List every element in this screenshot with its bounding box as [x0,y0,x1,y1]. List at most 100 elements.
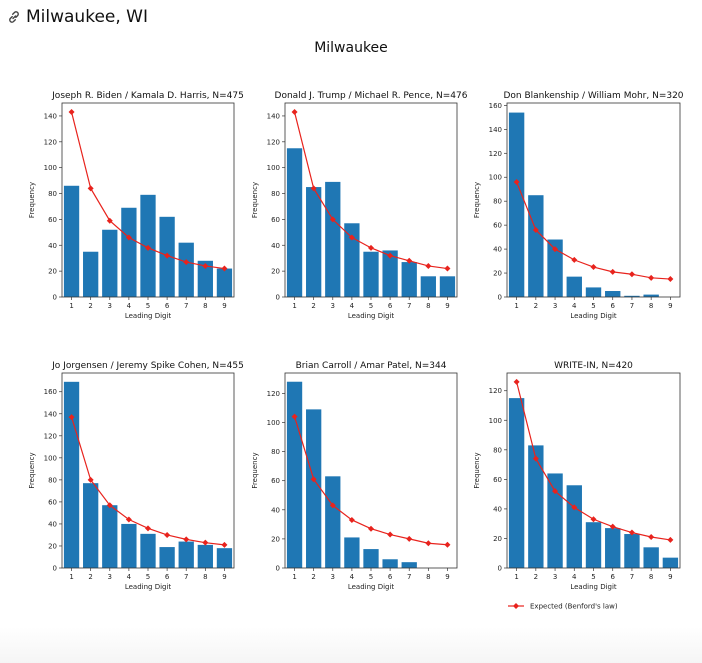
expected-marker [329,216,336,223]
x-tick-label: 5 [146,573,150,581]
y-tick-label: 140 [489,126,502,134]
expected-marker [183,259,190,266]
x-axis-label: Leading Digit [125,312,172,320]
bar [83,251,99,297]
bar [401,562,417,568]
y-tick-label: 120 [489,150,502,158]
expected-marker [68,414,75,421]
y-tick-label: 160 [44,388,57,396]
x-tick-label: 6 [165,302,170,310]
bar [178,242,194,297]
expected-marker [164,531,171,538]
chart-title: Jo Jorgensen / Jeremy Spike Cohen, N=455 [51,361,244,371]
y-tick-label: 120 [44,432,57,440]
expected-marker [348,516,355,523]
y-tick-label: 60 [271,216,280,224]
expected-marker [590,516,597,523]
x-tick-label: 8 [649,302,653,310]
y-tick-label: 120 [44,138,57,146]
expected-marker [183,536,190,543]
bar [216,548,233,568]
y-tick-label: 120 [267,138,280,146]
x-tick-label: 8 [649,573,653,581]
y-tick-label: 100 [489,417,502,425]
x-tick-label: 2 [534,302,538,310]
x-tick-label: 6 [610,302,615,310]
bar [605,528,621,568]
y-tick-label: 20 [493,535,502,543]
x-tick-label: 1 [69,302,73,310]
chart-title: WRITE-IN, N=420 [554,361,633,371]
expected-marker [125,234,132,241]
y-tick-label: 100 [44,164,57,172]
expected-marker [513,378,520,385]
y-tick-label: 140 [44,112,57,120]
bar [140,533,156,568]
y-tick-label: 40 [48,520,57,528]
y-tick-label: 20 [493,270,502,278]
bar [662,557,679,568]
expected-marker [667,536,674,543]
y-tick-label: 80 [48,190,57,198]
bar [547,473,563,568]
y-tick-label: 100 [44,454,57,462]
x-axis-label: Leading Digit [570,312,617,320]
y-tick-label: 0 [498,294,502,302]
expected-marker [628,271,635,278]
bar [508,112,525,297]
bar [286,148,303,297]
bar [159,547,175,568]
x-tick-label: 8 [426,302,430,310]
y-axis-label: Frequency [251,182,259,218]
x-tick-label: 2 [311,302,315,310]
y-axis-label: Frequency [28,182,36,218]
bar [363,251,379,297]
chart-title: Don Blankenship / William Mohr, N=320 [503,91,683,101]
y-tick-label: 20 [48,542,57,550]
expected-marker [164,252,171,259]
chart-panel-6: WRITE-IN, N=420 0 20 40 60 80 100 120 1 2 3 4 5 6 7 8 9 L… [473,361,681,591]
x-axis-label: Leading Digit [570,583,617,591]
x-tick-label: 9 [668,302,672,310]
y-tick-label: 80 [271,448,280,456]
legend-small: Expected (Benford's law) [508,603,618,611]
expected-marker [368,244,374,251]
x-tick-label: 2 [534,573,538,581]
expected-marker [425,540,432,547]
expected-marker [87,185,94,192]
x-tick-label: 9 [445,573,449,581]
expected-marker [648,533,655,540]
x-tick-label: 4 [350,573,355,581]
expected-marker [329,502,336,509]
y-axis-label: Frequency [473,182,481,218]
expected-marker [68,109,75,116]
bar [344,537,360,568]
expected-marker [368,525,374,532]
y-tick-label: 60 [271,477,280,485]
x-tick-label: 9 [445,302,449,310]
x-axis-label: Leading Digit [348,583,395,591]
link-icon[interactable] [6,9,22,25]
expected-marker [145,244,151,251]
bar [83,483,99,568]
x-tick-label: 2 [311,573,315,581]
expected-marker [87,476,94,483]
x-tick-label: 5 [146,302,150,310]
bar [624,534,640,568]
x-tick-label: 3 [108,573,112,581]
x-tick-label: 7 [630,573,634,581]
x-tick-label: 1 [514,302,518,310]
expected-marker [145,525,151,532]
y-tick-label: 60 [493,476,502,484]
y-tick-label: 100 [267,419,280,427]
y-tick-label: 40 [493,246,502,254]
expected-marker [125,516,132,523]
y-tick-label: 60 [48,498,57,506]
chart-panel-1: Joseph R. Biden / Kamala D. Harris, N=47… [28,91,244,320]
y-tick-label: 80 [493,446,502,454]
x-tick-label: 3 [331,573,335,581]
expected-marker [202,539,209,546]
x-tick-label: 4 [572,302,577,310]
expected-marker [310,185,317,192]
